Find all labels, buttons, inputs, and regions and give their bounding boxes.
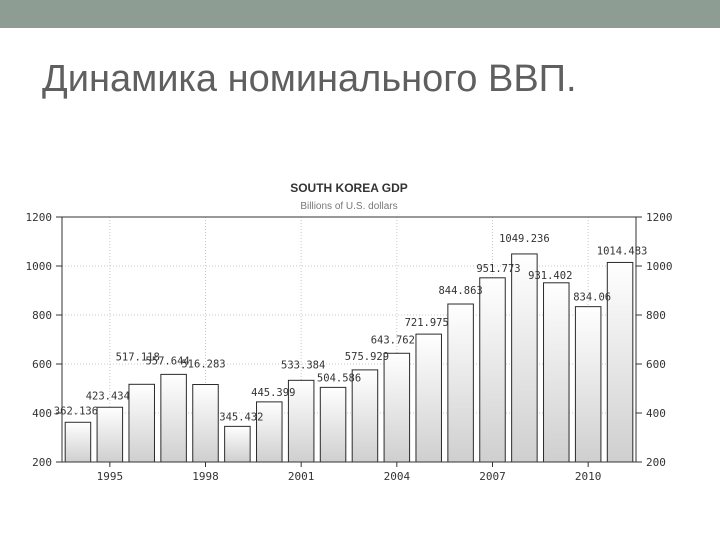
axes: 200 200 400 400 600 600 800 800 1000 1000 1200 1200… <box>26 211 673 483</box>
bar-1995 <box>96 406 124 463</box>
y-tick-label-right: 200 <box>646 456 666 469</box>
x-tick-label: 1995 <box>97 470 124 483</box>
bar-1994 <box>64 421 92 463</box>
data-label-1997: 557.644 <box>145 355 189 367</box>
top-accent-bar <box>0 0 720 28</box>
y-tick-label-right: 1000 <box>646 260 673 273</box>
bar-2002 <box>319 386 347 463</box>
data-label-2011: 1014.483 <box>597 245 648 257</box>
data-label-2003: 575.929 <box>345 351 389 363</box>
bar-1999 <box>224 425 251 463</box>
y-tick-label-left: 1000 <box>26 260 53 273</box>
bar-1998 <box>192 384 219 463</box>
data-label-2010: 834.06 <box>573 292 611 304</box>
data-label-2007: 951.773 <box>476 263 520 275</box>
slide-title: Динамика номинального ВВП. <box>42 58 577 100</box>
bar-2004 <box>383 352 411 463</box>
data-label-2004: 643.762 <box>371 334 415 346</box>
x-tick-label: 2007 <box>479 470 506 483</box>
data-label-1999: 345.432 <box>219 411 263 423</box>
y-tick-label-left: 400 <box>32 407 52 420</box>
x-tick-label: 1998 <box>192 470 219 483</box>
data-label-2000: 445.399 <box>251 387 295 399</box>
bar-2005 <box>415 333 442 463</box>
bar-1996 <box>128 383 155 463</box>
data-label-2005: 721.975 <box>405 317 449 329</box>
data-label-1995: 423.434 <box>86 390 130 402</box>
y-tick-label-right: 400 <box>646 407 666 420</box>
data-label-2006: 844.863 <box>438 285 482 297</box>
gdp-bar-chart: SOUTH KOREA GDP Billions of U.S. dollars… <box>26 181 673 483</box>
chart-subtitle: Billions of U.S. dollars <box>300 201 397 212</box>
bar-2008 <box>511 253 538 463</box>
y-tick-label-left: 200 <box>32 456 52 469</box>
bar-2006 <box>447 303 474 463</box>
plot-frame <box>61 216 637 463</box>
bar-2009 <box>543 282 570 463</box>
y-tick-label-right: 1200 <box>646 211 673 224</box>
y-tick-label-left: 600 <box>32 358 52 371</box>
bar-2007 <box>479 277 506 463</box>
y-tick-label-right: 800 <box>646 309 666 322</box>
bar-2011 <box>606 261 634 463</box>
x-tick-label: 2010 <box>575 470 602 483</box>
data-label-1996: 517.118 <box>116 351 160 363</box>
y-tick-label-left: 800 <box>32 309 52 322</box>
y-tick-label-right: 600 <box>646 358 666 371</box>
x-tick-label: 2004 <box>384 470 411 483</box>
data-label-2002: 504.586 <box>317 372 361 384</box>
bar-2000 <box>256 401 283 463</box>
data-label-1998: 516.283 <box>181 359 225 371</box>
bar-2010 <box>574 306 602 463</box>
bar-1997 <box>160 373 187 463</box>
chart-container: SOUTH KOREA GDP Billions of U.S. dollars… <box>0 170 720 490</box>
chart-title: SOUTH KOREA GDP <box>290 181 408 195</box>
bars <box>64 253 634 463</box>
data-label-1994: 362.136 <box>54 405 98 417</box>
data-label-2008: 1049.236 <box>499 233 550 245</box>
data-label-2001: 533.384 <box>281 359 325 371</box>
data-label-2009: 931.402 <box>528 270 572 282</box>
x-tick-label: 2001 <box>288 470 315 483</box>
y-tick-label-left: 1200 <box>26 211 53 224</box>
